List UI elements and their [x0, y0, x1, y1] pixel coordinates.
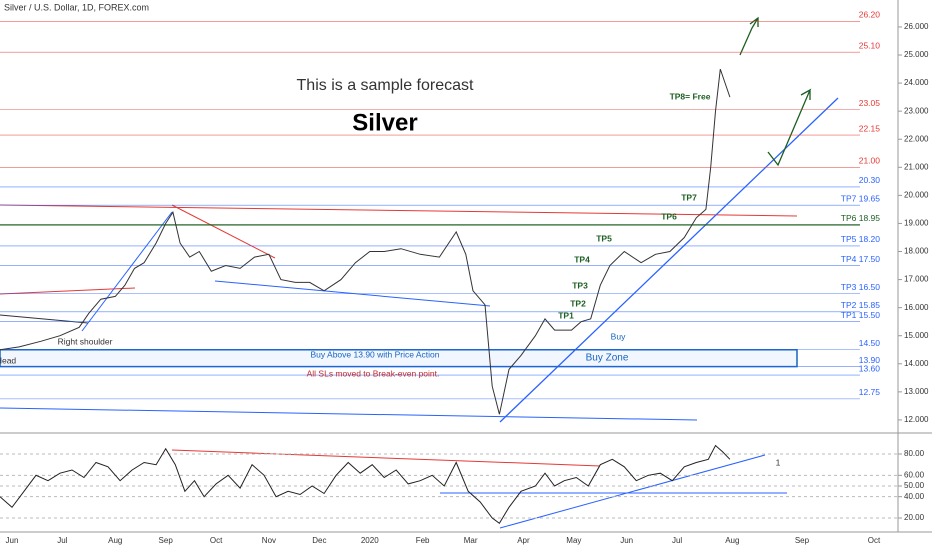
x-tick-label: Jun	[6, 536, 19, 545]
price-line	[0, 68, 731, 415]
chart-title: Silver / U.S. Dollar, 1D, FOREX.com	[4, 2, 149, 12]
annotation: TP5	[596, 233, 612, 243]
y-tick-label: 23.000	[904, 106, 929, 115]
annotation: Buy Above 13.90 with Price Action	[311, 349, 440, 359]
y-tick-label: 18.000	[904, 247, 929, 256]
x-tick-label: Jun	[620, 536, 633, 545]
y-tick-label: 60.00	[904, 470, 925, 479]
annotation: Buy	[611, 331, 626, 341]
price-line	[0, 444, 731, 525]
y-tick-label: 26.000	[904, 22, 929, 31]
annotation: Head	[0, 355, 16, 365]
x-tick-label: Feb	[416, 536, 430, 545]
x-tick-label: Oct	[210, 536, 223, 545]
y-tick-label: 12.000	[904, 415, 929, 424]
y-tick-label: 40.00	[904, 492, 925, 501]
rsi-trend-line	[171, 449, 601, 467]
y-tick-label: 16.000	[904, 303, 929, 312]
level-label: 26.20	[859, 10, 881, 20]
y-tick-label: 50.00	[904, 481, 925, 490]
level-label: 25.10	[859, 40, 881, 50]
x-tick-label: Aug	[725, 536, 739, 545]
annotation: 1	[776, 457, 781, 467]
trend-line	[0, 407, 698, 421]
level-label: 13.60	[859, 363, 881, 373]
y-tick-label: 17.000	[904, 275, 929, 284]
x-tick-label: Aug	[108, 536, 122, 545]
rsi-trend-line	[499, 454, 766, 529]
level-label: 13.90	[859, 355, 881, 365]
trend-line	[171, 204, 276, 259]
level-label: 12.75	[859, 387, 881, 397]
x-tick-label: Sep	[159, 536, 174, 545]
trend-line	[499, 97, 839, 423]
x-tick-label: Nov	[262, 536, 276, 545]
x-tick-label: Mar	[464, 536, 478, 545]
level-label: 14.50	[859, 338, 881, 348]
heading: Silver	[352, 109, 417, 136]
x-tick-label: Oct	[868, 536, 881, 545]
forecast-arrow	[739, 16, 759, 56]
level-label: TP2 15.85	[841, 300, 880, 310]
annotation: Right shoulder	[58, 336, 113, 346]
y-tick-label: 13.000	[904, 387, 929, 396]
trend-line	[81, 211, 173, 332]
x-tick-label: May	[566, 536, 581, 545]
y-tick-label: 80.00	[904, 449, 925, 458]
level-label: TP4 17.50	[841, 254, 880, 264]
y-tick-label: 25.000	[904, 50, 929, 59]
annotation: TP7	[681, 192, 697, 202]
trend-line	[0, 204, 798, 217]
level-label: TP5 18.20	[841, 234, 880, 244]
annotation: Buy Zone	[586, 353, 629, 364]
trend-line	[0, 287, 136, 295]
x-tick-label: Jul	[57, 536, 67, 545]
x-tick-label: Apr	[517, 536, 530, 545]
level-label: 20.30	[859, 175, 881, 185]
y-tick-label: 22.000	[904, 134, 929, 143]
subtitle: This is a sample forecast	[297, 77, 475, 94]
annotation: TP3	[572, 280, 588, 290]
y-tick-label: 24.000	[904, 78, 929, 87]
level-label: TP1 15.50	[841, 310, 880, 320]
level-label: 21.00	[859, 156, 881, 166]
level-label: TP6 18.95	[841, 213, 880, 223]
annotation: All SLs moved to Break-even point.	[307, 368, 440, 378]
y-tick-label: 19.000	[904, 219, 929, 228]
annotation: TP1	[558, 310, 574, 320]
x-tick-label: Dec	[312, 536, 326, 545]
level-label: TP3 16.50	[841, 282, 880, 292]
annotation: TP4	[574, 254, 590, 264]
level-label: TP7 19.65	[841, 193, 880, 203]
level-label: 23.05	[859, 98, 881, 108]
y-tick-label: 21.000	[904, 162, 929, 171]
x-tick-label: Jul	[672, 536, 682, 545]
y-tick-label: 20.000	[904, 190, 929, 199]
annotation: TP6	[661, 211, 677, 221]
x-tick-label: 2020	[361, 536, 379, 545]
level-label: 22.15	[859, 123, 881, 133]
y-tick-label: 14.000	[904, 359, 929, 368]
y-tick-label: 15.000	[904, 331, 929, 340]
annotation: TP2	[570, 298, 586, 308]
annotation: TP8= Free	[670, 91, 711, 101]
forecast-arrow	[767, 88, 812, 167]
x-tick-label: Sep	[795, 536, 810, 545]
y-tick-label: 20.00	[904, 513, 925, 522]
